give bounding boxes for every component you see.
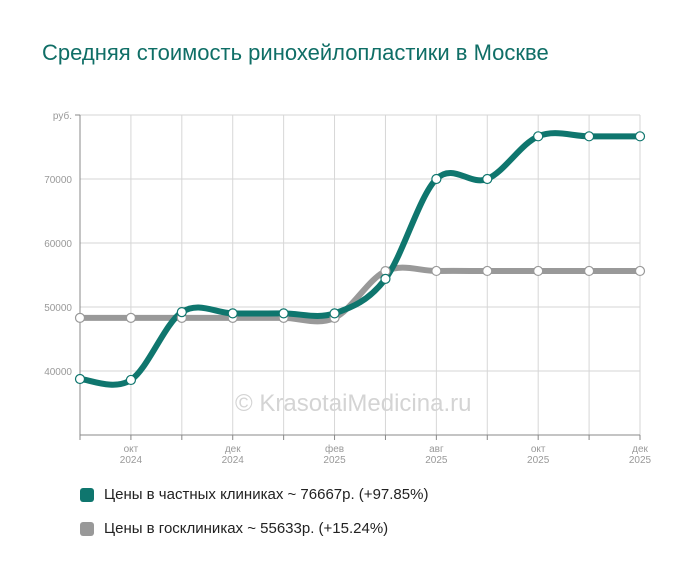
x-tick-label-year: 2024 (222, 455, 245, 466)
data-point-public (634, 265, 646, 277)
data-point-private (278, 308, 289, 319)
x-tick-label-month: окт (531, 444, 546, 455)
legend-item-private[interactable]: Цены в частных клиниках ~ 76667р. (+97.8… (80, 486, 428, 503)
data-point-public (533, 265, 544, 277)
x-tick-label-month: фев (325, 443, 344, 455)
y-tick-label: 60000 (44, 239, 72, 250)
data-point-private (380, 273, 391, 284)
legend-item-public[interactable]: Цены в госклиниках ~ 55633р. (+15.24%) (80, 520, 388, 537)
watermark: © KrasotaiMedicina.ru (235, 390, 472, 417)
data-point-private (329, 308, 340, 319)
x-tick-label-year: 2025 (527, 455, 550, 466)
data-point-private (227, 308, 238, 319)
x-tick-label-year: 2025 (323, 455, 346, 466)
x-tick-label-month: дек (632, 444, 648, 455)
series-line-private (77, 130, 643, 388)
y-tick-label: 70000 (44, 175, 72, 186)
legend-label: Цены в частных клиниках ~ 76667р. (+97.8… (104, 486, 429, 503)
data-point-public (583, 265, 595, 277)
data-point-private (431, 173, 442, 185)
data-point-public (74, 312, 86, 323)
y-axis-label: руб. (53, 110, 72, 122)
data-point-public (125, 312, 137, 323)
y-tick-label: 50000 (44, 303, 72, 314)
legend-label: Цены в госклиниках ~ 55633р. (+15.24%) (104, 520, 389, 537)
x-tick-label-year: 2025 (629, 455, 652, 466)
legend-swatch (80, 521, 94, 536)
chart-title: Средняя стоимость ринохейлопластики в Мо… (42, 40, 549, 65)
x-tick-label-month: окт (124, 444, 139, 455)
legend-swatch (80, 487, 94, 502)
data-point-private (74, 373, 86, 385)
data-point-private (125, 374, 137, 386)
data-point-private (533, 131, 544, 142)
x-tick-label-month: авг (429, 444, 444, 455)
data-point-public (482, 265, 493, 277)
data-point-private (634, 131, 646, 142)
series-line-public (77, 264, 643, 325)
x-tick-label-year: 2024 (120, 455, 143, 466)
x-tick-label-month: дек (225, 444, 241, 455)
data-point-public (431, 265, 442, 277)
y-tick-label: 40000 (44, 367, 72, 378)
data-point-private (583, 131, 595, 142)
x-tick-label-year: 2025 (425, 455, 448, 466)
data-point-private (176, 307, 187, 318)
data-point-private (482, 173, 493, 185)
